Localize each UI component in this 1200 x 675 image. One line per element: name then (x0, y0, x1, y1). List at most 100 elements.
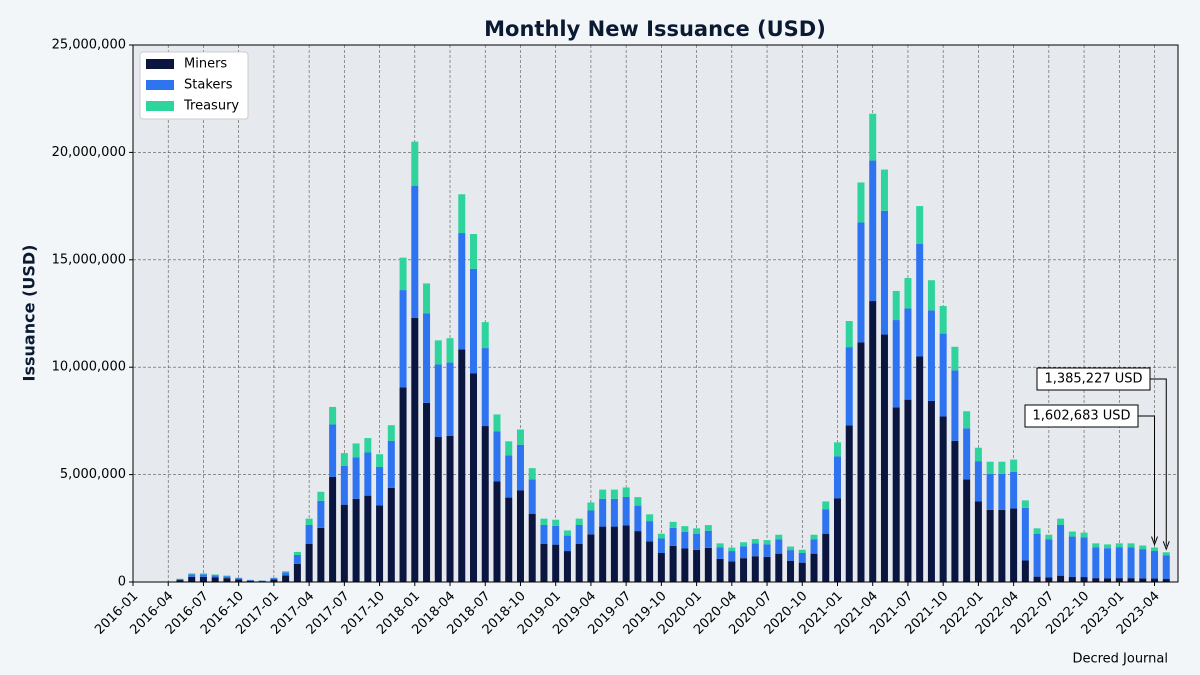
bar-segment (387, 425, 395, 441)
bar-segment (329, 476, 337, 582)
bar-segment (446, 338, 454, 363)
bar-segment (728, 547, 736, 552)
bar-segment (646, 521, 654, 542)
bar-segment (869, 113, 877, 161)
bar-segment (305, 524, 313, 544)
bar-segment (528, 479, 536, 514)
annotation-arrow (1138, 415, 1156, 542)
legend-swatch (146, 101, 174, 111)
bar-segment (423, 313, 431, 403)
bar-segment (657, 538, 665, 554)
bar-segment (516, 429, 524, 445)
bar-segment (775, 553, 783, 582)
bar-segment (282, 575, 290, 582)
bar-segment (916, 206, 924, 244)
y-tick-label: 25,000,000 (52, 38, 126, 53)
bar-segment (1104, 544, 1112, 549)
bar-segment (1162, 579, 1170, 582)
bar-segment (728, 551, 736, 562)
bar-segment (1162, 552, 1170, 556)
bar-segment (329, 406, 337, 425)
bar-segment (423, 283, 431, 314)
bar-segment (810, 539, 818, 554)
bar-segment (223, 578, 231, 582)
bar-segment (927, 400, 935, 582)
bar-segment (211, 575, 219, 578)
bar-segment (1010, 508, 1018, 582)
annotation-text: 1,602,683 USD (1032, 409, 1130, 424)
bar-segment (575, 543, 583, 582)
bar-segment (763, 556, 771, 582)
bar-segment (892, 290, 900, 321)
bar-segment (211, 577, 219, 582)
bar-segment (493, 481, 501, 582)
bar-segment (681, 531, 689, 549)
bar-segment (974, 447, 982, 462)
bar-segment (704, 525, 712, 531)
bar-segment (963, 479, 971, 582)
bar-segment (270, 579, 278, 582)
bar-segment (481, 322, 489, 349)
bar-segment (563, 551, 571, 582)
y-tick-label: 5,000,000 (60, 467, 126, 482)
bar-segment (716, 547, 724, 559)
bar-segment (458, 349, 466, 582)
bar-segment (188, 576, 196, 582)
legend-label: Stakers (184, 78, 233, 93)
bar-segment (387, 440, 395, 488)
bar-segment (986, 473, 994, 510)
bar-segment (552, 525, 560, 545)
bar-segment (364, 438, 372, 453)
bar-segment (1033, 533, 1041, 577)
bar-segment (963, 411, 971, 429)
bar-segment (246, 580, 254, 581)
bar-segment (904, 308, 912, 400)
bar-segment (833, 498, 841, 582)
bar-segment (693, 549, 701, 582)
bar-segment (470, 268, 478, 374)
bar-segment (880, 169, 888, 211)
bar-segment (740, 542, 748, 547)
bar-segment (176, 579, 184, 581)
bar-segment (270, 578, 278, 580)
bar-segment (552, 519, 560, 526)
bar-segment (681, 526, 689, 532)
bar-segment (493, 431, 501, 482)
bar-segment (188, 574, 196, 577)
bar-segment (657, 553, 665, 582)
bar-segment (387, 487, 395, 582)
bar-segment (1139, 549, 1147, 579)
bar-segment (458, 194, 466, 234)
bar-segment (892, 320, 900, 408)
bar-segment (340, 453, 348, 467)
bar-segment (1057, 524, 1065, 576)
bar-segment (716, 558, 724, 582)
bar-segment (293, 554, 301, 564)
y-tick-label: 0 (118, 575, 126, 590)
bar-segment (751, 539, 759, 544)
bar-segment (470, 373, 478, 582)
bar-segment (787, 550, 795, 561)
bar-segment (1080, 577, 1088, 582)
bar-segment (434, 340, 442, 365)
bar-segment (516, 490, 524, 582)
bar-segment (916, 356, 924, 582)
bar-segment (587, 502, 595, 511)
bar-segment (1115, 547, 1123, 579)
bar-segment (1021, 500, 1029, 508)
bar-segment (740, 546, 748, 559)
bar-segment (376, 454, 384, 467)
bar-segment (857, 182, 865, 223)
bar-segment (787, 546, 795, 551)
bar-segment (1139, 545, 1147, 550)
bar-segment (1162, 555, 1170, 580)
bar-segment (446, 435, 454, 582)
bar-segment (798, 549, 806, 554)
bar-segment (223, 576, 231, 579)
bar-segment (458, 233, 466, 350)
bar-segment (505, 497, 513, 582)
bar-segment (516, 444, 524, 491)
bar-segment (563, 530, 571, 536)
bar-segment (434, 437, 442, 582)
bar-segment (329, 424, 337, 477)
